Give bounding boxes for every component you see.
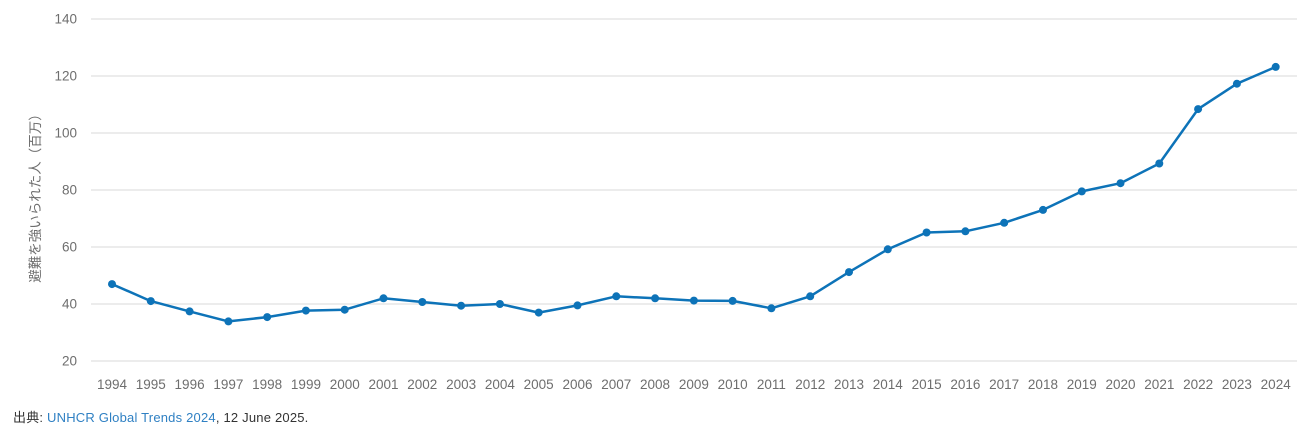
x-tick-label: 1998 (252, 377, 282, 392)
data-point (1194, 105, 1203, 114)
data-point (883, 245, 892, 254)
source-suffix: , 12 June 2025. (215, 410, 309, 425)
x-tick-label: 2010 (718, 377, 748, 392)
y-axis-title: 避難を強いられた人（百万） (28, 107, 43, 283)
data-point (728, 296, 737, 305)
x-tick-label: 2007 (601, 377, 631, 392)
x-tick-label: 2013 (834, 377, 864, 392)
data-point (612, 292, 621, 301)
x-tick-label: 2019 (1067, 377, 1097, 392)
y-tick-label: 20 (62, 354, 77, 369)
x-tick-label: 2008 (640, 377, 670, 392)
data-point (185, 307, 194, 316)
data-point (689, 296, 698, 305)
data-point (340, 305, 349, 314)
data-point (418, 298, 427, 306)
x-tick-label: 1995 (136, 377, 166, 392)
x-tick-label: 2022 (1183, 377, 1213, 392)
x-tick-label: 2018 (1028, 377, 1058, 392)
x-tick-label: 2020 (1106, 377, 1136, 392)
x-tick-label: 2024 (1261, 377, 1292, 392)
x-axis-tick-labels: 1994 1995 1996 1997 1998 1999 2000 2001 2002 2003… (97, 377, 1291, 392)
data-point (845, 268, 853, 277)
x-tick-label: 2001 (369, 377, 399, 392)
y-axis-tick-labels: 20 40 60 80 100 120 140 (54, 12, 77, 369)
data-point (922, 228, 931, 237)
x-tick-label: 2000 (330, 377, 360, 392)
x-tick-label: 2023 (1222, 377, 1252, 392)
data-point (767, 304, 776, 313)
x-tick-label: 1997 (213, 377, 243, 392)
data-point (108, 280, 116, 289)
x-tick-label: 2016 (950, 377, 980, 392)
x-tick-label: 2005 (524, 377, 554, 392)
source-label: 出典: (13, 410, 48, 425)
data-point (224, 317, 233, 326)
data-point (1077, 187, 1086, 196)
source-link[interactable]: UNHCR Global Trends 2024 (47, 410, 216, 425)
x-tick-label: 2002 (407, 377, 437, 392)
x-tick-label: 1999 (291, 377, 321, 392)
data-point (301, 306, 310, 315)
y-tick-label: 80 (62, 183, 77, 198)
data-point (495, 300, 504, 308)
source-note: 出典: UNHCR Global Trends 2024, 12 June 20… (13, 407, 309, 426)
x-tick-label: 2011 (757, 377, 786, 392)
data-point (1155, 159, 1164, 168)
data-point (263, 313, 272, 322)
data-point (379, 294, 388, 303)
y-tick-label: 140 (54, 12, 77, 27)
x-tick-label: 1994 (97, 377, 128, 392)
gridlines (91, 18, 1297, 362)
y-tick-label: 60 (62, 240, 77, 255)
data-point (1271, 62, 1280, 71)
x-tick-label: 2004 (485, 377, 516, 392)
y-tick-label: 100 (54, 126, 77, 141)
x-tick-label: 2017 (989, 377, 1019, 392)
y-tick-label: 120 (54, 69, 77, 84)
x-tick-label: 2014 (873, 377, 904, 392)
x-tick-label: 2003 (446, 377, 476, 392)
data-point (534, 308, 543, 317)
data-points (108, 62, 1280, 326)
x-tick-label: 2009 (679, 377, 709, 392)
data-point (1116, 179, 1125, 188)
data-point (1039, 205, 1047, 214)
data-point (146, 297, 155, 306)
data-line (110, 65, 1277, 323)
data-point (1232, 79, 1241, 88)
x-tick-label: 2006 (562, 377, 592, 392)
x-tick-label: 2021 (1144, 377, 1174, 392)
y-tick-label: 40 (62, 297, 77, 312)
data-point (1000, 218, 1009, 227)
x-tick-label: 2012 (795, 377, 825, 392)
data-point (806, 292, 815, 301)
data-point (651, 294, 660, 303)
x-tick-label: 1996 (175, 377, 205, 392)
data-point (573, 301, 582, 310)
data-point (457, 301, 466, 310)
data-point (961, 227, 970, 236)
x-tick-label: 2015 (912, 377, 942, 392)
